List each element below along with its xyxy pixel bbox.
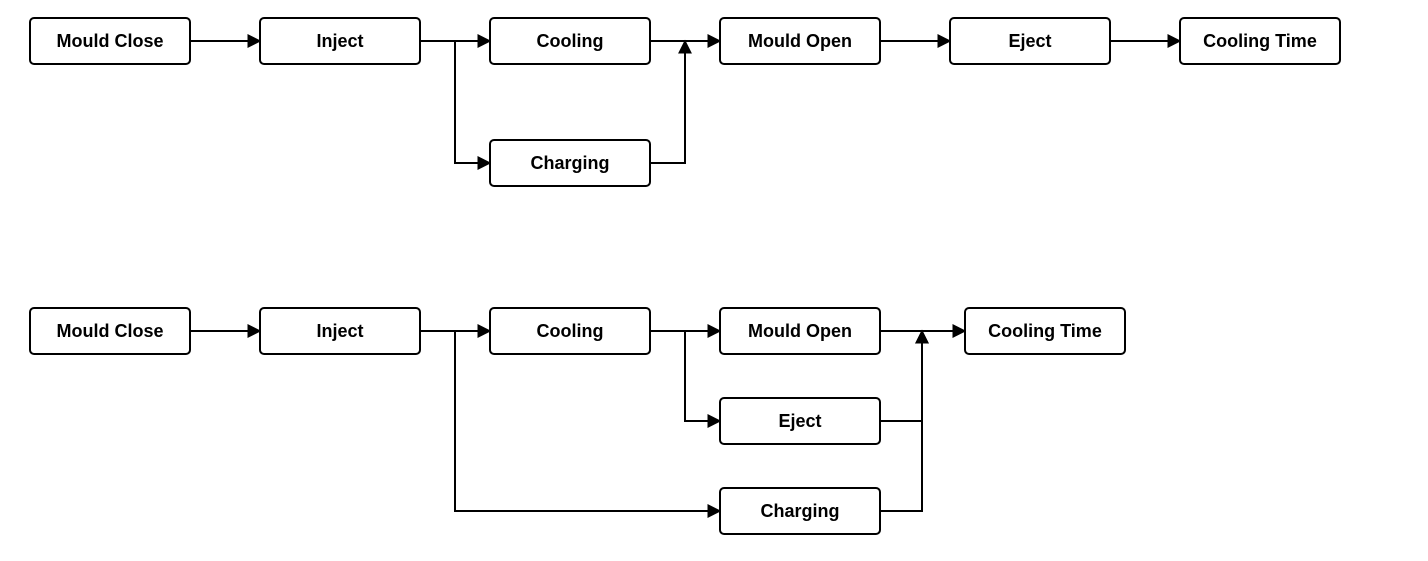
node-label: Charging (531, 153, 610, 173)
flowchart-edge (455, 41, 490, 163)
flowchart-node: Mould Open (720, 18, 880, 64)
flowchart-canvas: Mould Close Inject Cooling Mould Open Eject C… (0, 0, 1428, 561)
node-label: Mould Open (748, 321, 852, 341)
flowchart-edge (455, 331, 720, 511)
flowchart-node: Inject (260, 18, 420, 64)
flowchart-edge (880, 331, 922, 421)
flowchart-edge (650, 41, 685, 163)
flowchart-node: Inject (260, 308, 420, 354)
flowchart-node: Mould Close (30, 308, 190, 354)
flowchart-node: Eject (720, 398, 880, 444)
node-label: Eject (1008, 31, 1051, 51)
node-label: Cooling Time (1203, 31, 1317, 51)
node-label: Inject (316, 31, 363, 51)
node-label: Cooling (537, 31, 604, 51)
node-label: Mould Open (748, 31, 852, 51)
edges-layer (190, 41, 1180, 511)
flowchart-node: Charging (720, 488, 880, 534)
node-label: Cooling (537, 321, 604, 341)
flowchart-node: Cooling (490, 308, 650, 354)
node-label: Eject (778, 411, 821, 431)
node-label: Charging (761, 501, 840, 521)
flowchart-node: Cooling (490, 18, 650, 64)
flowchart-node: Cooling Time (1180, 18, 1340, 64)
flowchart-node: Eject (950, 18, 1110, 64)
flowchart-node: Cooling Time (965, 308, 1125, 354)
flowchart-node: Mould Close (30, 18, 190, 64)
flowchart-node: Mould Open (720, 308, 880, 354)
flowchart-node: Charging (490, 140, 650, 186)
node-label: Mould Close (57, 321, 164, 341)
node-label: Mould Close (57, 31, 164, 51)
flowchart-edge (685, 331, 720, 421)
node-label: Cooling Time (988, 321, 1102, 341)
node-label: Inject (316, 321, 363, 341)
